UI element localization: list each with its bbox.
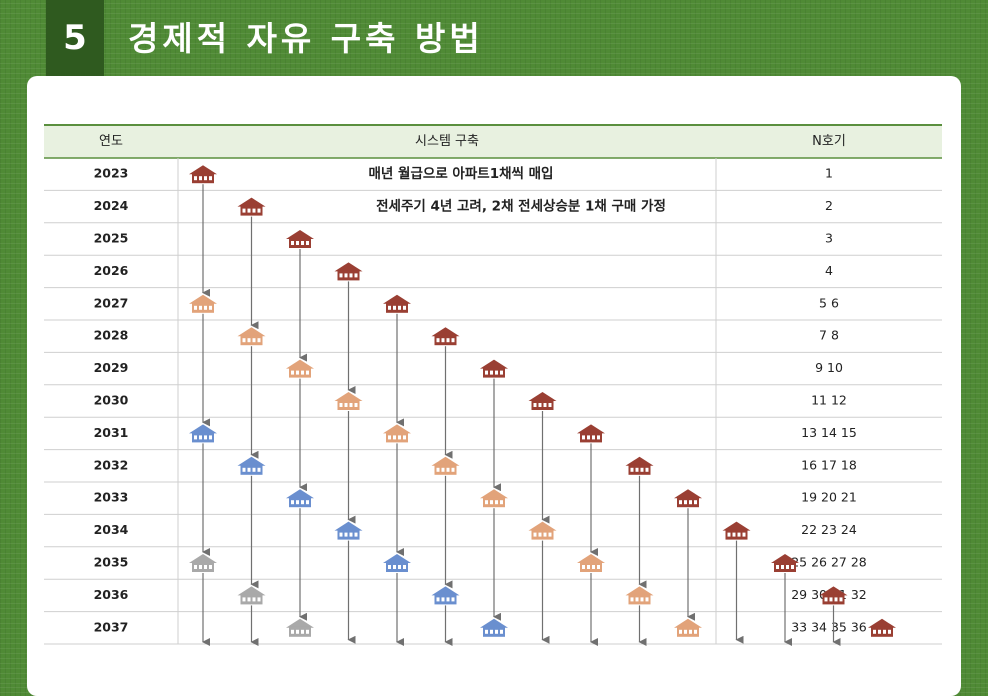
row-n-count: 16 17 18: [801, 457, 857, 472]
house-icon: [286, 359, 314, 378]
column-header-n: N호기: [812, 134, 846, 149]
house-icon: [868, 618, 896, 637]
row-year: 2023: [94, 166, 129, 181]
row-year: 2026: [94, 263, 129, 278]
row-year: 2027: [94, 295, 129, 310]
house-icon: [577, 554, 605, 572]
row-year: 2031: [94, 425, 129, 440]
row-year: 2029: [94, 360, 129, 375]
house-icon: [722, 521, 751, 540]
house-icon: [528, 392, 557, 410]
house-icon: [334, 521, 363, 540]
note-yearly-purchase: 매년 월급으로 아파트1채씩 매입: [369, 165, 554, 182]
row-n-count: 4: [825, 263, 833, 278]
house-icon: [383, 294, 411, 313]
house-icon: [819, 586, 848, 605]
row-n-count: 19 20 21: [801, 490, 857, 505]
row-year: 2030: [94, 393, 129, 408]
row-n-count: 13 14 15: [801, 425, 857, 440]
row-year: 2032: [94, 457, 129, 472]
house-icon: [431, 327, 460, 346]
house-icon: [480, 359, 508, 378]
house-icon: [286, 230, 314, 248]
row-n-count: 22 23 24: [801, 522, 857, 537]
row-year: 2033: [94, 490, 129, 505]
row-n-count: 1: [825, 166, 833, 181]
house-icon: [189, 165, 217, 184]
house-icon: [431, 586, 460, 605]
house-icon: [480, 618, 508, 637]
page-title: 경제적 자유 구축 방법: [128, 19, 484, 58]
house-icon: [577, 424, 605, 443]
house-icon: [674, 618, 702, 637]
row-n-count: 11 12: [811, 393, 847, 408]
row-n-count: 7 8: [819, 328, 839, 343]
row-n-count: 33 34 35 36: [791, 619, 867, 634]
row-n-count: 9 10: [815, 360, 843, 375]
house-icon: [189, 424, 217, 443]
row-n-count: 3: [825, 231, 833, 246]
house-icon: [334, 392, 363, 410]
house-icon: [674, 489, 702, 508]
row-n-count: 5 6: [819, 295, 839, 310]
row-n-count: 25 26 27 28: [791, 555, 867, 570]
house-icon: [189, 294, 217, 313]
house-icon: [480, 489, 508, 508]
row-year: 2028: [94, 328, 129, 343]
house-icon: [286, 489, 314, 508]
house-icon: [237, 197, 266, 216]
row-year: 2036: [94, 587, 129, 602]
column-header-system: 시스템 구축: [415, 134, 479, 149]
house-icon: [237, 456, 266, 475]
house-icon: [383, 554, 411, 572]
house-icon: [528, 521, 557, 540]
house-icon: [286, 618, 314, 637]
house-system-diagram: 연도 시스템 구축 N호기 2023 1 2024 2 2025 3 2026 4 2027 5 6 20…: [44, 124, 942, 646]
row-year: 2035: [94, 555, 129, 570]
house-icon: [237, 327, 266, 346]
house-icon: [431, 456, 460, 475]
house-icon: [625, 456, 654, 475]
row-n-count: 2: [825, 198, 833, 213]
section-number: 5: [46, 0, 104, 76]
table-header: [44, 125, 942, 158]
row-year: 2025: [94, 231, 129, 246]
note-lease-cycle: 전세주기 4년 고려, 2채 전세상승분 1채 구매 가정: [376, 198, 666, 215]
house-icon: [771, 554, 799, 572]
house-icon: [237, 586, 266, 605]
row-year: 2037: [94, 619, 129, 634]
row-year: 2024: [94, 198, 129, 213]
row-year: 2034: [94, 522, 129, 537]
house-icon: [625, 586, 654, 605]
house-icon: [383, 424, 411, 443]
house-icon: [189, 554, 217, 572]
column-header-year: 연도: [99, 134, 123, 149]
house-icon: [334, 262, 363, 281]
content-panel: 연도 시스템 구축 N호기 2023 1 2024 2 2025 3 2026 4 2027 5 6 20…: [27, 76, 961, 696]
